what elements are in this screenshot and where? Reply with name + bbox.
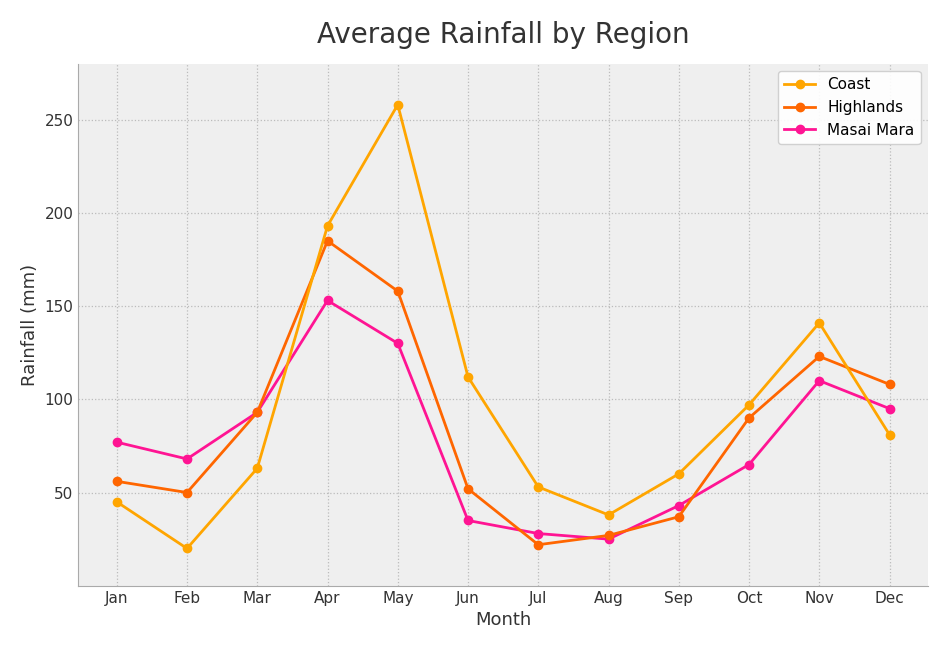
Highlands	[392, 287, 403, 295]
Highlands	[813, 352, 825, 360]
Highlands	[743, 414, 754, 422]
Masai Mara	[673, 502, 684, 510]
Coast	[813, 319, 825, 327]
Masai Mara	[884, 405, 895, 413]
Highlands	[673, 513, 684, 521]
Masai Mara	[251, 408, 263, 416]
Masai Mara	[392, 339, 403, 347]
Coast	[462, 373, 474, 381]
Masai Mara	[813, 377, 825, 385]
Masai Mara	[743, 461, 754, 469]
X-axis label: Month: Month	[475, 611, 531, 629]
Coast	[251, 464, 263, 472]
Coast	[743, 401, 754, 409]
Masai Mara	[532, 530, 544, 538]
Coast	[322, 222, 333, 230]
Highlands	[111, 478, 122, 486]
Coast	[603, 511, 614, 519]
Highlands	[322, 237, 333, 244]
Highlands	[532, 541, 544, 549]
Masai Mara	[603, 535, 614, 543]
Highlands	[603, 532, 614, 539]
Title: Average Rainfall by Region: Average Rainfall by Region	[317, 21, 690, 49]
Y-axis label: Rainfall (mm): Rainfall (mm)	[21, 264, 39, 385]
Highlands	[181, 489, 193, 497]
Highlands	[251, 408, 263, 416]
Masai Mara	[322, 296, 333, 304]
Masai Mara	[111, 438, 122, 446]
Coast	[392, 101, 403, 109]
Line: Masai Mara: Masai Mara	[113, 296, 894, 543]
Line: Coast: Coast	[113, 101, 894, 552]
Coast	[884, 431, 895, 439]
Masai Mara	[462, 517, 474, 525]
Highlands	[884, 380, 895, 388]
Coast	[111, 498, 122, 506]
Coast	[532, 483, 544, 491]
Masai Mara	[181, 455, 193, 463]
Coast	[181, 545, 193, 552]
Coast	[673, 470, 684, 478]
Legend: Coast, Highlands, Masai Mara: Coast, Highlands, Masai Mara	[778, 72, 921, 144]
Line: Highlands: Highlands	[113, 237, 894, 549]
Highlands	[462, 485, 474, 493]
